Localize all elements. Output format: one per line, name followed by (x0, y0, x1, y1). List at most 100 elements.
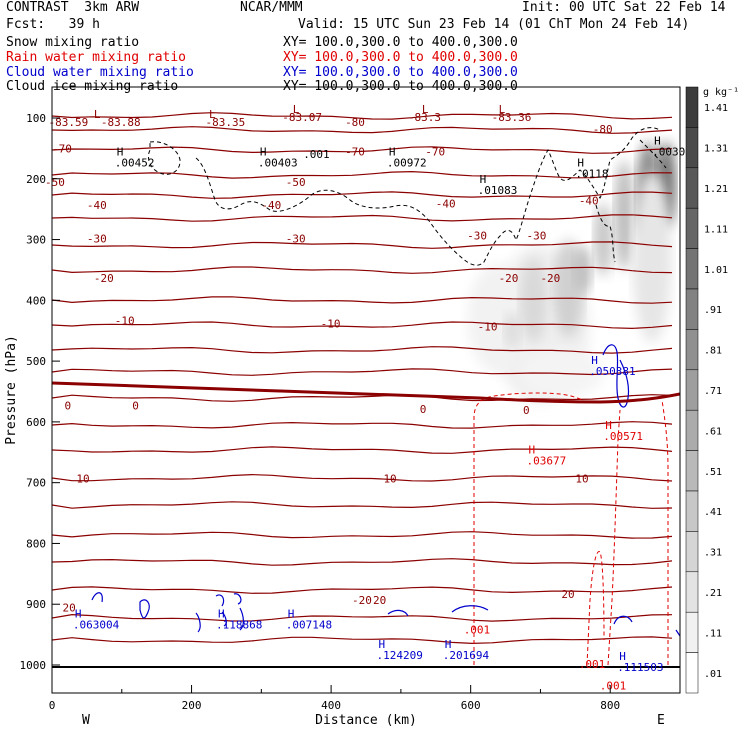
max-label: .063004 (73, 619, 120, 632)
colorbar-cell (685, 490, 699, 532)
temperature-contour (52, 191, 673, 199)
colorbar-cell (685, 652, 699, 694)
forecast-hour: Fcst: 39 h (6, 17, 100, 32)
temperature-contour (52, 586, 673, 594)
temperature-label: -80 (345, 116, 365, 129)
temperature-label: -20 (352, 594, 372, 607)
max-label: .00571 (603, 430, 643, 443)
temperature-label: 0 (420, 403, 427, 416)
temperature-contour (52, 346, 673, 354)
field-name-snow: Snow mixing ratio (6, 35, 140, 50)
y-tick-label: 200 (26, 173, 46, 186)
max-label: .124209 (376, 649, 422, 662)
max-marker-h: H (654, 135, 661, 148)
y-tick-label: 1000 (20, 659, 47, 672)
y-tick-label: 700 (26, 477, 46, 490)
temperature-contour (52, 266, 673, 274)
colorbar-unit: g kg⁻¹ (703, 87, 739, 98)
max-label: .01083 (478, 184, 518, 197)
colorbar-cell (685, 409, 699, 451)
temperature-label: 0 (65, 400, 72, 413)
model-title: CONTRAST 3km ARW (6, 0, 140, 15)
field-xy-cloud-water: XY= 100.0,300.0 to 400.0,300.0 (283, 65, 518, 80)
low-marker: L (499, 103, 506, 116)
colorbar-label: .51 (704, 467, 722, 478)
cloud-water-contours (91, 344, 680, 637)
colorbar-label: 1.11 (704, 224, 728, 235)
x-tick-label: 200 (182, 699, 202, 712)
max-marker-h: H (528, 443, 535, 456)
init-time: Init: 00 UTC Sat 22 Feb 14 (522, 0, 726, 15)
snow-blob (572, 245, 593, 295)
max-marker-h: H (389, 146, 396, 159)
colorbar-label: .41 (704, 507, 722, 518)
rain-water-contours (473, 392, 669, 666)
y-tick-label: 500 (26, 355, 46, 368)
y-axis: 100 200 300 400 500 600 700 800 900 1000 (20, 112, 60, 672)
snow-blob (632, 172, 672, 343)
temperature-contour (52, 558, 673, 566)
max-marker-h: H (577, 157, 584, 170)
max-marker-h: H (445, 638, 452, 651)
max-marker-h: H (288, 608, 295, 621)
temperature-contour (52, 112, 673, 120)
x-axis-label: Distance (km) (315, 713, 417, 728)
max-label: .118868 (216, 619, 262, 632)
temperature-label: -30 (87, 233, 107, 246)
colorbar-label: .61 (704, 426, 722, 437)
colorbar-cell (685, 248, 699, 290)
org-label: NCAR/MMM (240, 0, 303, 15)
endpoint-east: E (657, 713, 665, 728)
temperature-contour (52, 446, 673, 454)
temperature-label: 20 (561, 588, 574, 601)
x-tick-label: 400 (321, 699, 341, 712)
temperature-contour (52, 214, 673, 222)
endpoint-west: W (82, 713, 90, 728)
temperature-label: -83.07 (282, 111, 322, 124)
temperature-labels: -83.59 -83.88 -83.35 -83.07 -80 -83.3 -83.36 -8… (45, 111, 613, 614)
temperature-contour (52, 296, 673, 304)
field-xy-rain: XY= 100.0,300.0 to 400.0,300.0 (283, 50, 518, 65)
temperature-label: -40 (579, 194, 599, 207)
temperature-label: -83.3 (408, 111, 441, 124)
temperature-label: -10 (321, 318, 341, 331)
max-label: .00403 (258, 157, 298, 170)
colorbar-cell (685, 450, 699, 492)
temperature-label: 20 (373, 594, 386, 607)
temperature-contour (52, 421, 673, 429)
colorbar-cell (685, 369, 699, 411)
temperature-label: 10 (383, 473, 396, 486)
temperature-contour (52, 394, 673, 402)
x-tick-label: 600 (461, 699, 481, 712)
temperature-label: -40 (87, 199, 107, 212)
max-marker-h: H (75, 608, 82, 621)
max-label: .001 (579, 658, 606, 671)
temperature-label: -70 (345, 146, 365, 159)
colorbar-label: 1.21 (704, 184, 728, 195)
max-label: .201694 (443, 649, 490, 662)
temperature-label: -70 (425, 146, 445, 159)
freezing-level-line (52, 381, 680, 404)
temperature-contour (52, 126, 673, 134)
temperature-label: -20 (499, 272, 519, 285)
colorbar-label: .01 (704, 669, 722, 680)
temperature-label: -30 (526, 230, 546, 243)
max-marker-h: H (378, 638, 385, 651)
colorbar-cell (685, 611, 699, 653)
colorbar-label: 1.01 (704, 265, 728, 276)
y-tick-label: 400 (26, 294, 46, 307)
temperature-label: -83.59 (49, 116, 89, 129)
temperature-contour (52, 636, 673, 645)
temperature-label: 20 (62, 602, 75, 615)
max-marker-h: H (619, 650, 626, 663)
temperature-label: 10 (76, 473, 89, 486)
max-label: .001 (600, 679, 627, 692)
colorbar-cell (685, 531, 699, 573)
y-tick-label: 600 (26, 416, 46, 429)
low-marker: L (209, 108, 216, 121)
temperature-label: -50 (286, 176, 306, 189)
y-tick-label: 900 (26, 598, 46, 611)
temperature-label: -20 (540, 272, 560, 285)
